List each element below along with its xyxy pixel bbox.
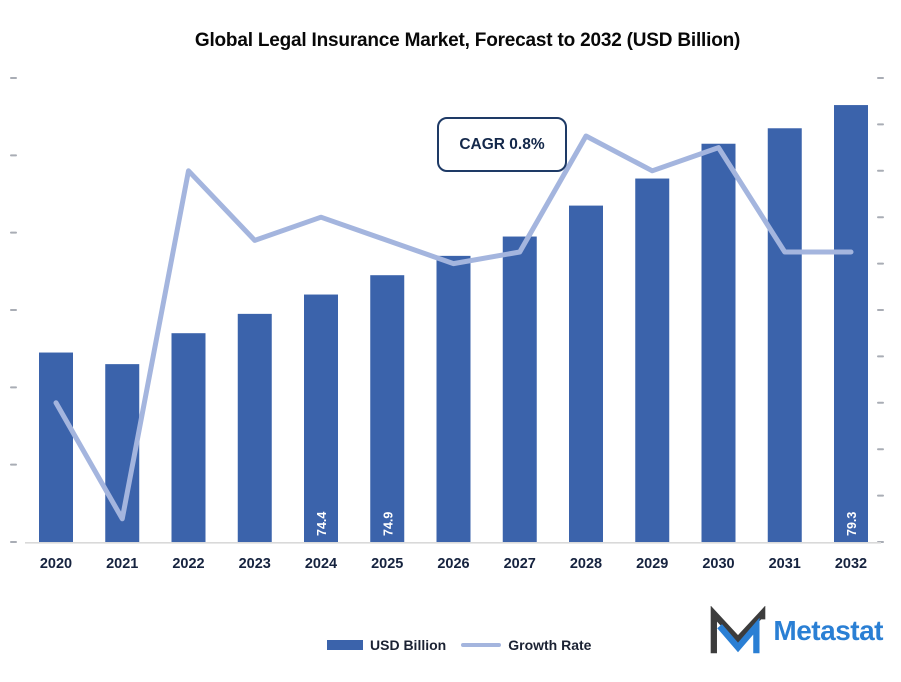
- left-axis-tick: [10, 77, 17, 79]
- chart-legend: USD Billion Growth Rate: [327, 637, 591, 653]
- bar-value-label-2025: 74.9: [381, 512, 395, 536]
- x-label-2032: 2032: [835, 556, 867, 572]
- x-label-2022: 2022: [172, 556, 204, 572]
- bar-2020: [39, 352, 73, 542]
- bar-2028: [569, 205, 603, 542]
- bar-2027: [502, 236, 537, 543]
- left-axis-tick: [10, 386, 17, 389]
- right-axis-tick: [877, 401, 884, 404]
- legend-item-growth-rate: Growth Rate: [461, 637, 591, 653]
- right-axis-tick: [877, 169, 884, 172]
- left-axis-tick: [10, 463, 17, 466]
- left-axis-tick: [10, 231, 17, 234]
- x-label-2023: 2023: [239, 556, 271, 572]
- growth-rate-line: [53, 133, 854, 522]
- right-axis-tick: [877, 448, 884, 451]
- x-label-2024: 2024: [305, 556, 337, 572]
- x-label-2026: 2026: [437, 556, 469, 572]
- bar-2031: [767, 128, 802, 542]
- bar-2024: [304, 294, 338, 542]
- bar-2030: [701, 143, 736, 542]
- right-axis-tick: [877, 77, 884, 79]
- cagr-annotation-text: CAGR 0.8%: [459, 135, 545, 153]
- brand-logo: Metastat: [709, 606, 883, 656]
- legend-label-growth-rate: Growth Rate: [508, 637, 592, 653]
- left-axis-tick: [10, 154, 17, 157]
- x-label-2031: 2031: [769, 556, 801, 572]
- bar-2026: [436, 255, 471, 542]
- legend-item-usd-billion: USD Billion: [327, 637, 446, 653]
- bar-2022: [171, 333, 206, 542]
- left-axis-tick: [10, 541, 17, 543]
- bar-2029: [635, 178, 670, 543]
- right-axis-tick: [877, 216, 884, 219]
- x-axis-line: [25, 542, 881, 544]
- line-series-swatch-icon: [461, 643, 502, 647]
- brand-name: Metastat: [773, 615, 883, 646]
- right-axis-tick: [877, 494, 884, 497]
- right-axis-tick: [877, 262, 884, 265]
- x-label-2021: 2021: [106, 556, 138, 572]
- right-axis-tick: [877, 123, 884, 126]
- cagr-annotation-box: CAGR 0.8%: [437, 117, 567, 172]
- x-label-2028: 2028: [570, 556, 602, 572]
- x-label-2030: 2030: [702, 556, 734, 572]
- metastat-logo-icon: [711, 606, 766, 654]
- bar-2025: [370, 275, 405, 542]
- bar-2023: [237, 313, 272, 542]
- bar-series-swatch-icon: [327, 639, 363, 651]
- bar-value-label-2024: 74.4: [315, 512, 329, 536]
- bar-2032: [834, 105, 868, 543]
- x-label-2027: 2027: [504, 556, 536, 572]
- legend-label-usd-billion: USD Billion: [370, 637, 447, 653]
- x-label-2029: 2029: [636, 556, 668, 572]
- bar-value-label-2032: 79.3: [845, 512, 859, 536]
- x-label-2025: 2025: [371, 556, 403, 572]
- x-label-2020: 2020: [40, 556, 72, 572]
- chart-title: Global Legal Insurance Market, Forecast …: [194, 30, 741, 51]
- right-axis-tick: [877, 309, 884, 311]
- left-axis-tick: [10, 309, 17, 311]
- right-axis-tick: [877, 355, 884, 358]
